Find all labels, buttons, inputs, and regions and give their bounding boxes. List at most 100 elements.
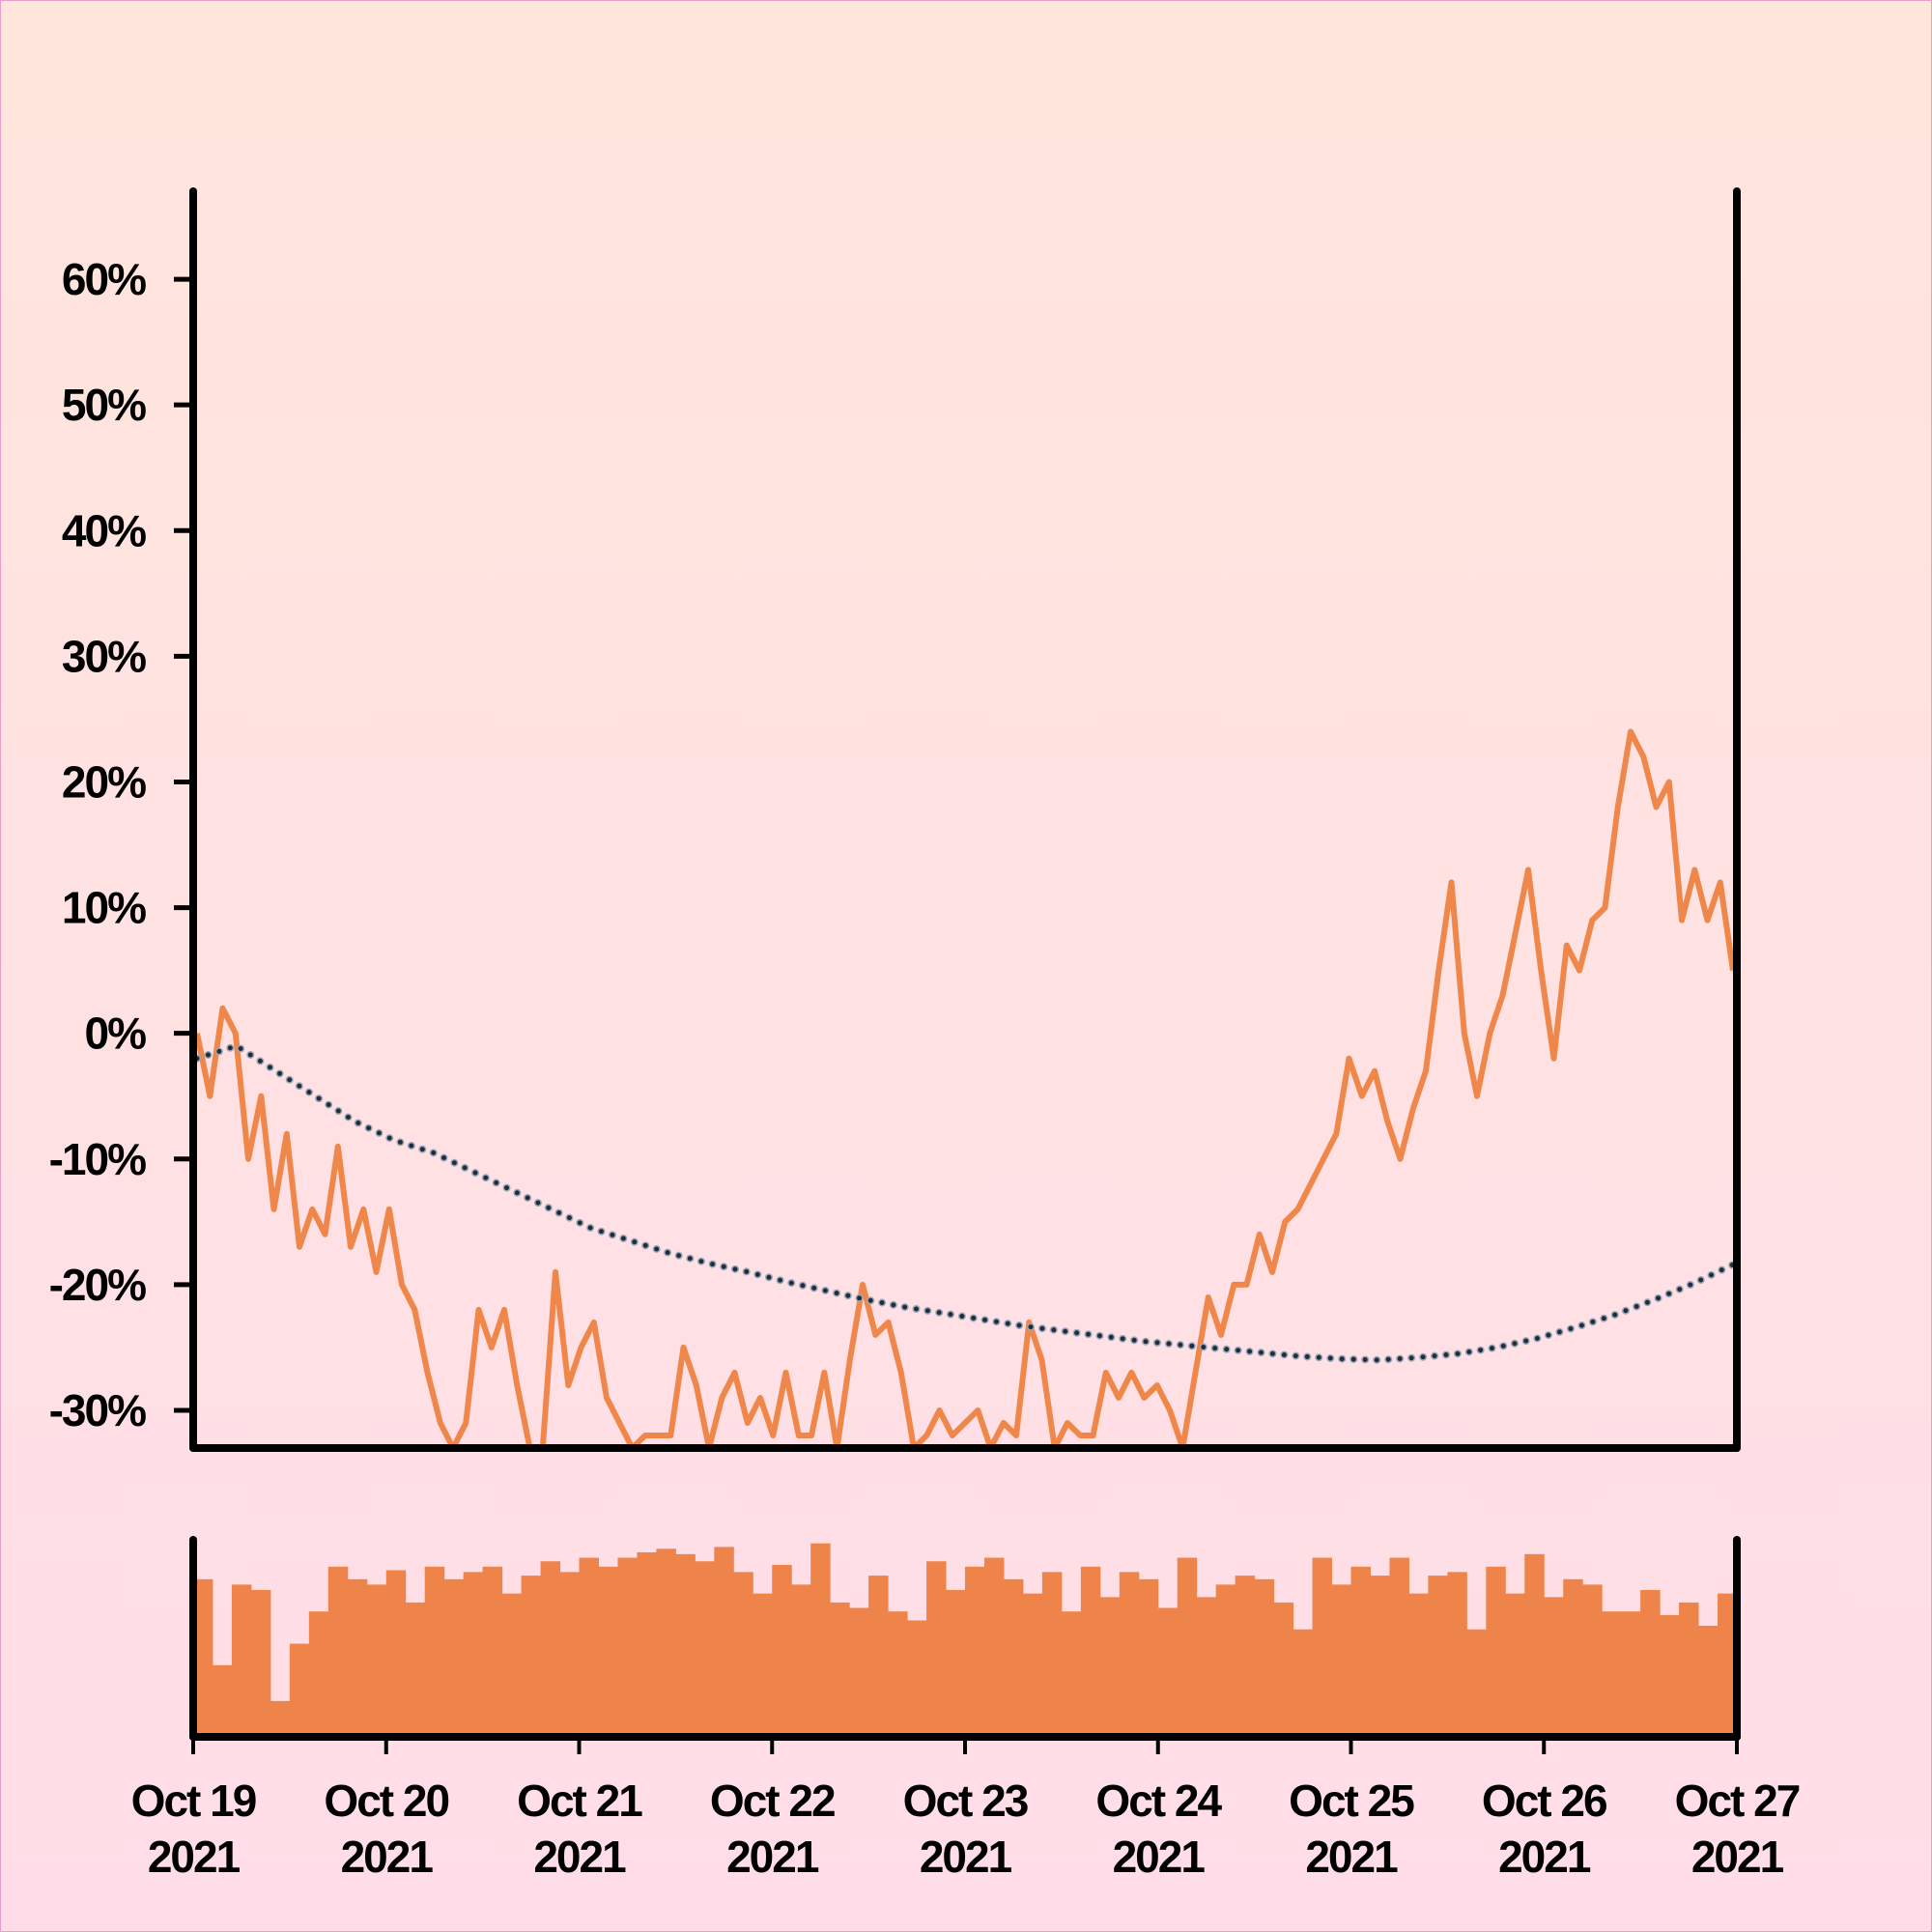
y-tick-label: 60% xyxy=(62,254,146,304)
volume-bar xyxy=(1370,1576,1390,1737)
volume-bar xyxy=(1022,1593,1043,1737)
volume-bar xyxy=(1660,1614,1680,1737)
volume-bar xyxy=(849,1607,869,1737)
volume-bar xyxy=(1003,1578,1024,1737)
volume-bar xyxy=(772,1564,792,1737)
volume-bar xyxy=(733,1572,753,1737)
volume-bar xyxy=(830,1602,850,1737)
y-tick-label: -10% xyxy=(49,1134,146,1184)
volume-bar xyxy=(250,1589,271,1737)
volume-bar xyxy=(443,1578,465,1737)
volume-bar xyxy=(1389,1557,1409,1737)
volume-bar xyxy=(1119,1572,1140,1737)
volume-bar xyxy=(868,1576,889,1737)
x-tick-label: Oct 25 2021 xyxy=(1289,1776,1414,1882)
volume-bar xyxy=(675,1553,696,1737)
volume-bar xyxy=(983,1557,1005,1737)
volume-bar xyxy=(463,1572,484,1737)
volume-bar xyxy=(1138,1578,1159,1737)
volume-bar xyxy=(714,1547,734,1737)
volume-bar xyxy=(366,1584,387,1737)
volume-bar xyxy=(1698,1626,1719,1737)
x-tick-label: Oct 22 2021 xyxy=(710,1776,835,1882)
volume-bar xyxy=(926,1561,947,1737)
volume-bar xyxy=(501,1593,523,1737)
volume-bar xyxy=(1408,1593,1429,1737)
trend-line xyxy=(194,1043,1736,1363)
y-tick-label: 30% xyxy=(62,631,146,681)
volume-bar xyxy=(1524,1553,1545,1737)
x-tick-label: Oct 20 2021 xyxy=(324,1776,448,1882)
y-tick-label: 0% xyxy=(85,1009,147,1059)
volume-bar xyxy=(1447,1572,1467,1737)
volume-bar xyxy=(598,1566,618,1737)
x-tick-label: Oct 21 2021 xyxy=(517,1776,642,1882)
volume-bar xyxy=(482,1566,503,1737)
volume-bar xyxy=(1582,1584,1603,1737)
y-tick-label: 50% xyxy=(62,380,146,430)
x-tick-label: Oct 24 2021 xyxy=(1095,1776,1222,1882)
volume-bar xyxy=(810,1543,831,1737)
volume-bar xyxy=(1273,1602,1294,1737)
y-tick-label: 20% xyxy=(62,756,146,807)
volume-bar xyxy=(1061,1611,1082,1737)
volume-bar xyxy=(1215,1584,1236,1737)
volume-bar xyxy=(753,1593,773,1737)
volume-bar xyxy=(965,1566,985,1737)
volume-bar xyxy=(907,1620,927,1737)
x-tick-label: Oct 27 2021 xyxy=(1675,1776,1800,1882)
volume-bar xyxy=(193,1578,213,1737)
volume-bar xyxy=(888,1611,908,1737)
volume-bar xyxy=(1157,1607,1179,1737)
volume-bar xyxy=(656,1548,676,1737)
volume-bar xyxy=(1293,1629,1314,1737)
volume-bar xyxy=(1679,1602,1699,1737)
volume-bar xyxy=(385,1570,407,1737)
volume-bar xyxy=(1640,1589,1661,1737)
y-tick-label: -30% xyxy=(49,1385,146,1435)
volume-bar xyxy=(1235,1576,1256,1737)
volume-bar xyxy=(1254,1578,1275,1737)
volume-bar xyxy=(1718,1593,1738,1737)
x-tick-label: Oct 19 2021 xyxy=(131,1776,256,1882)
volume-bar xyxy=(231,1584,252,1737)
volume-bar xyxy=(424,1566,445,1737)
volume-bar xyxy=(579,1557,599,1737)
x-tick-label: Oct 23 2021 xyxy=(903,1776,1028,1882)
volume-bar xyxy=(212,1664,233,1737)
volume-bar xyxy=(1466,1629,1487,1737)
volume-bar xyxy=(1331,1584,1351,1737)
volume-bar xyxy=(540,1561,561,1737)
volume-bar xyxy=(1177,1557,1198,1737)
volume-bar xyxy=(1505,1593,1525,1737)
volume-bar xyxy=(791,1584,811,1737)
volume-bar xyxy=(559,1572,580,1737)
volume-bar xyxy=(1350,1566,1371,1737)
volume-bar xyxy=(405,1602,426,1737)
volume-bar xyxy=(327,1566,349,1737)
volume-bar xyxy=(1486,1566,1506,1737)
volume-bar xyxy=(521,1576,542,1737)
volume-bar xyxy=(946,1589,966,1737)
volume-bar xyxy=(1041,1572,1063,1737)
y-tick-label: -20% xyxy=(49,1260,146,1310)
volume-bar xyxy=(695,1561,715,1737)
volume-bar xyxy=(1621,1611,1641,1737)
volume-bar xyxy=(289,1643,310,1737)
y-tick-label: 10% xyxy=(62,883,146,933)
volume-bar xyxy=(1312,1557,1333,1737)
volume-bar xyxy=(347,1578,368,1737)
volume-bar xyxy=(1544,1597,1564,1737)
volume-bar xyxy=(1428,1576,1448,1737)
volume-bar xyxy=(1099,1597,1121,1737)
volume-bar xyxy=(637,1551,657,1737)
volume-bar xyxy=(1196,1597,1217,1737)
volume-bar xyxy=(1602,1611,1622,1737)
volume-bar xyxy=(1563,1578,1583,1737)
y-tick-label: 40% xyxy=(62,505,146,555)
volume-bar xyxy=(617,1557,638,1737)
line xyxy=(194,728,1736,1448)
volume-bar xyxy=(308,1611,329,1737)
volume-bar xyxy=(1080,1566,1101,1737)
